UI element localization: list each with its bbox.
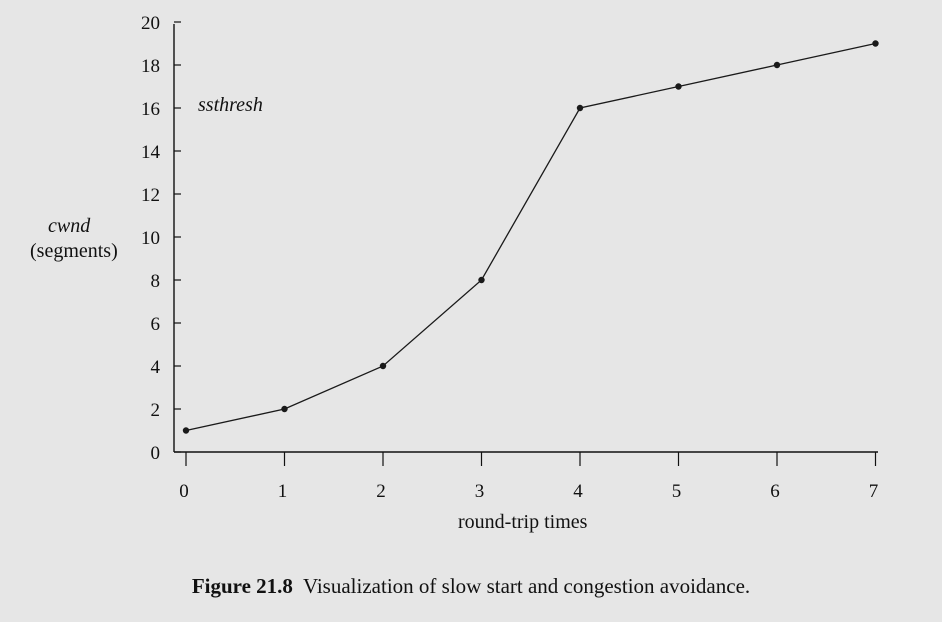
y-tick-label: 20 <box>141 13 160 34</box>
figure-caption-text: Visualization of slow start and congesti… <box>302 574 751 598</box>
x-tick-label: 7 <box>869 481 879 502</box>
axes <box>173 24 878 453</box>
figure-caption: Figure 21.8 Visualization of slow start a… <box>0 574 942 599</box>
data-point <box>773 61 781 69</box>
x-tick-label: 3 <box>475 481 485 502</box>
x-tick-label: 1 <box>278 481 288 502</box>
data-point <box>478 276 485 284</box>
y-tick-label: 18 <box>141 56 160 77</box>
data-point <box>281 405 288 413</box>
x-tick-label: 4 <box>573 481 583 502</box>
xlabel: round-trip times <box>458 511 588 533</box>
x-tick-label: 5 <box>672 481 682 502</box>
y-tick-label: 2 <box>151 400 161 421</box>
y-ticks: 0 2 4 6 8 10 12 14 16 18 20 <box>141 13 181 464</box>
y-tick-label: 16 <box>141 99 160 120</box>
ssthresh-annotation: ssthresh <box>198 94 263 116</box>
y-tick-label: 4 <box>151 357 161 378</box>
y-tick-label: 12 <box>141 185 160 206</box>
y-tick-label: 0 <box>151 443 161 464</box>
x-tick-label: 2 <box>376 481 386 502</box>
x-tick-label: 6 <box>770 481 780 502</box>
x-tick-label: 0 <box>179 481 189 502</box>
figure-label: Figure 21.8 <box>191 574 293 598</box>
data-points <box>182 40 879 434</box>
data-point <box>872 40 879 47</box>
series-line <box>185 42 876 432</box>
ylabel-cwnd: cwnd <box>48 215 91 237</box>
data-point <box>576 104 584 112</box>
data-point <box>182 427 190 434</box>
data-point <box>675 83 682 90</box>
y-tick-label: 6 <box>151 314 161 335</box>
x-ticks: 0 1 2 3 4 5 6 7 <box>179 452 878 502</box>
y-tick-label: 8 <box>151 271 161 292</box>
y-tick-label: 10 <box>141 228 160 249</box>
ylabel-segments: (segments) <box>30 240 118 262</box>
data-point <box>379 362 387 370</box>
y-tick-label: 14 <box>141 142 161 163</box>
